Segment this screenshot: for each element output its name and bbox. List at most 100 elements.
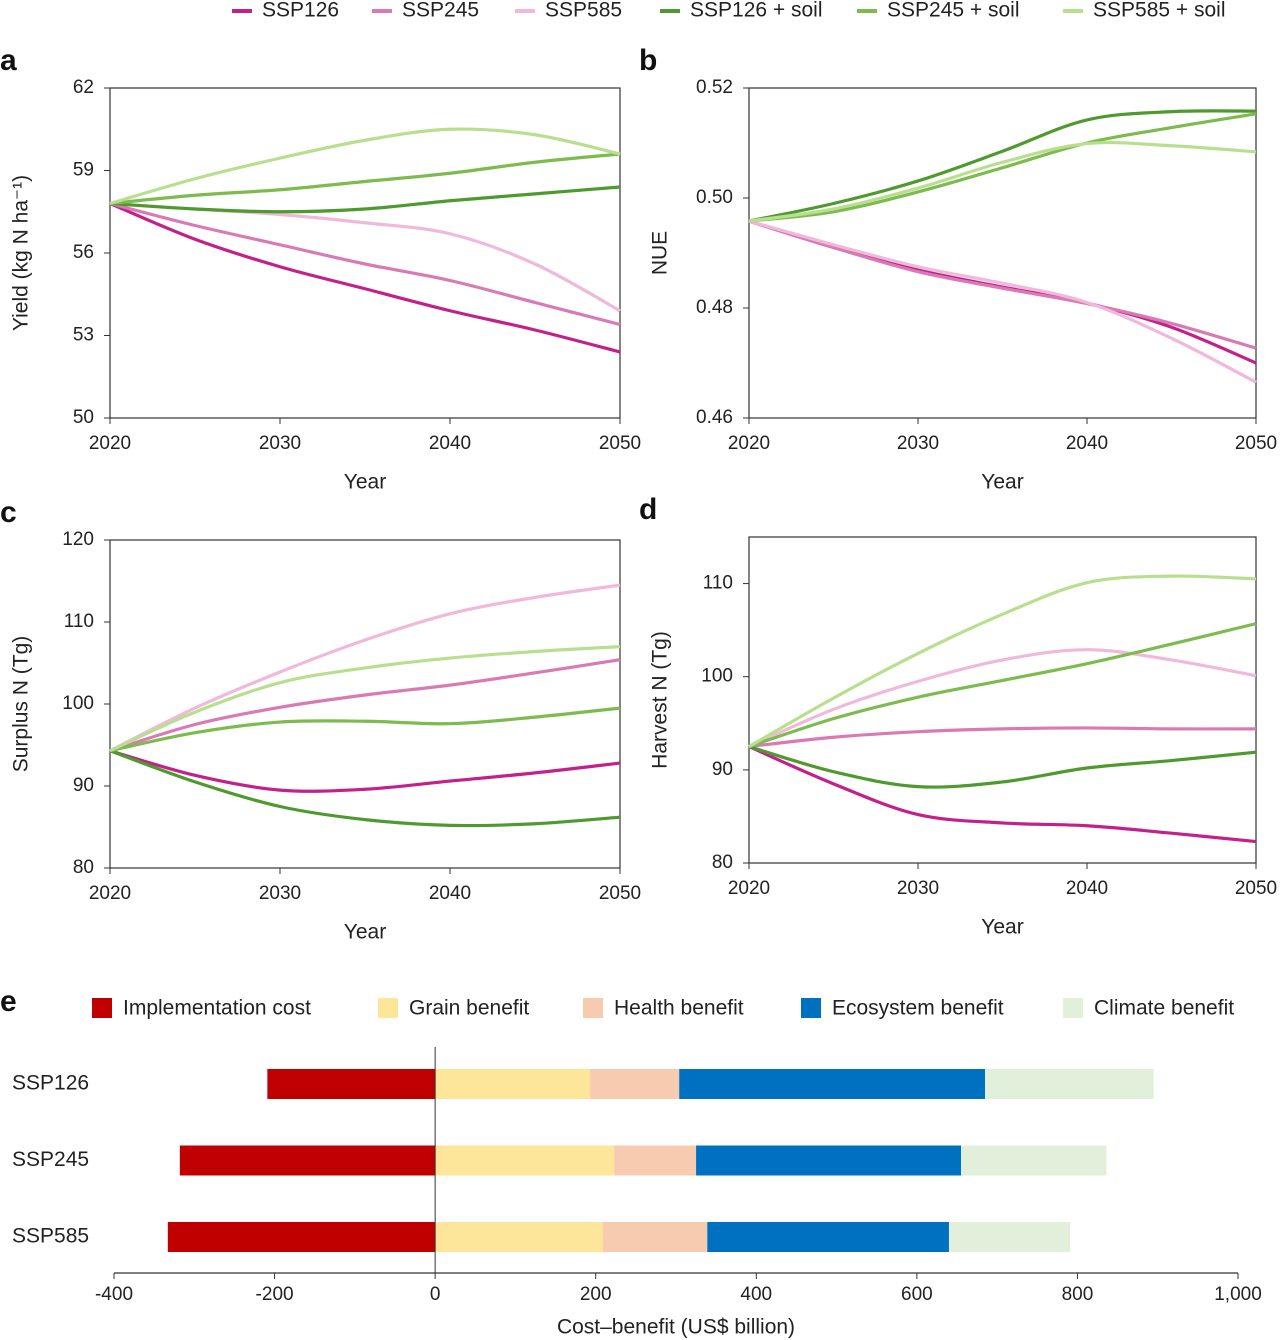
x-tick-label: 0 xyxy=(430,1284,441,1305)
bar-segment xyxy=(590,1069,680,1099)
series-line xyxy=(109,645,621,753)
bar-segment xyxy=(696,1145,962,1176)
y-axis-title: Surplus N (Tg) xyxy=(10,636,33,773)
y-axis-title: NUE xyxy=(649,231,672,275)
series-line xyxy=(109,185,621,214)
x-tick-label: 2040 xyxy=(1066,878,1108,899)
bar-segment xyxy=(614,1145,697,1176)
x-tick-label: 2040 xyxy=(429,883,471,904)
category-label: SSP126 xyxy=(12,1072,89,1095)
panel-label: a xyxy=(0,44,17,77)
series-line xyxy=(748,622,1257,749)
y-tick-label: 110 xyxy=(64,611,94,632)
bar-segment xyxy=(961,1145,1107,1176)
series-line xyxy=(748,219,1257,384)
y-tick-label: 62 xyxy=(73,77,94,98)
x-tick-label: 2030 xyxy=(259,433,301,454)
bar-segment xyxy=(167,1222,436,1252)
legend-label: Ecosystem benefit xyxy=(832,997,1004,1020)
legend-swatch xyxy=(583,998,603,1018)
series-line xyxy=(748,648,1257,749)
series-line xyxy=(109,152,621,206)
category-label: SSP585 xyxy=(12,1225,89,1248)
x-tick-label: 2020 xyxy=(89,883,131,904)
panel-label: d xyxy=(639,493,657,526)
series-line xyxy=(748,109,1257,223)
plot-frame xyxy=(748,536,1257,864)
x-tick-label: 800 xyxy=(1062,1284,1094,1305)
bar-segment xyxy=(435,1145,615,1176)
x-tick-label: 600 xyxy=(901,1284,933,1305)
legend-swatch xyxy=(378,998,398,1018)
legend-label: SSP585 xyxy=(545,0,622,22)
y-tick-label: 0.48 xyxy=(696,297,733,318)
y-tick-label: 90 xyxy=(73,775,94,796)
bar-segment xyxy=(707,1222,949,1252)
y-tick-label: 59 xyxy=(73,160,94,181)
y-tick-label: 80 xyxy=(712,852,733,873)
y-tick-label: 80 xyxy=(73,857,94,878)
x-tick-label: 400 xyxy=(740,1284,772,1305)
legend-label: Health benefit xyxy=(614,997,744,1020)
x-axis-title: Year xyxy=(981,916,1023,939)
x-tick-label: 1,000 xyxy=(1214,1284,1262,1305)
x-axis-title: Year xyxy=(344,471,386,494)
x-tick-label: 2040 xyxy=(429,433,471,454)
y-tick-label: 110 xyxy=(703,573,733,594)
y-axis-title: Yield (kg N ha⁻¹) xyxy=(10,175,33,331)
y-tick-label: 0.52 xyxy=(696,77,733,98)
y-tick-label: 0.50 xyxy=(696,187,733,208)
panel-label: b xyxy=(639,44,657,77)
legend-swatch xyxy=(1063,998,1083,1018)
x-tick-label: -200 xyxy=(256,1284,294,1305)
bar-segment xyxy=(435,1222,603,1252)
legend-label: SSP245 + soil xyxy=(887,0,1020,22)
x-tick-label: 2050 xyxy=(599,883,641,904)
series-line xyxy=(748,745,1257,844)
legend-swatch xyxy=(92,998,112,1018)
series-line xyxy=(748,745,1257,789)
x-tick-label: 2040 xyxy=(1066,433,1108,454)
plot-frame xyxy=(748,87,1257,419)
bar-segment xyxy=(679,1069,986,1099)
y-tick-label: 56 xyxy=(73,242,94,263)
series-line xyxy=(109,706,621,753)
y-tick-label: 90 xyxy=(712,759,733,780)
y-tick-label: 100 xyxy=(62,693,94,714)
bar-segment xyxy=(179,1145,436,1176)
y-tick-label: 53 xyxy=(73,325,94,346)
x-tick-label: 200 xyxy=(580,1284,612,1305)
series-line xyxy=(109,201,621,313)
series-line xyxy=(109,127,621,206)
series-line xyxy=(748,219,1257,350)
x-tick-label: 2020 xyxy=(728,878,770,899)
legend-swatch xyxy=(801,998,821,1018)
x-tick-label: 2050 xyxy=(599,433,641,454)
x-tick-label: 2020 xyxy=(89,433,131,454)
panel-label: c xyxy=(0,496,17,529)
series-line xyxy=(748,140,1257,223)
series-line xyxy=(109,749,621,793)
legend-label: SSP585 + soil xyxy=(1093,0,1226,22)
series-line xyxy=(748,112,1257,223)
legend-label: SSP245 xyxy=(402,0,479,22)
x-axis-title: Year xyxy=(344,921,386,944)
series-line xyxy=(109,749,621,828)
legend-label: Grain benefit xyxy=(409,997,529,1020)
legend-label: SSP126 xyxy=(262,0,339,22)
x-tick-label: 2020 xyxy=(728,433,770,454)
x-tick-label: 2050 xyxy=(1235,878,1277,899)
x-tick-label: 2030 xyxy=(897,878,939,899)
legend-label: Climate benefit xyxy=(1094,997,1234,1020)
series-line xyxy=(748,574,1257,748)
x-tick-label: 2030 xyxy=(897,433,939,454)
legend-label: Implementation cost xyxy=(123,997,311,1020)
bar-segment xyxy=(985,1069,1154,1099)
series-line xyxy=(109,583,621,753)
bar-segment xyxy=(602,1222,708,1252)
x-tick-label: 2050 xyxy=(1235,433,1277,454)
bar-segment xyxy=(435,1069,591,1099)
y-tick-label: 50 xyxy=(73,407,94,428)
series-line xyxy=(109,202,621,354)
